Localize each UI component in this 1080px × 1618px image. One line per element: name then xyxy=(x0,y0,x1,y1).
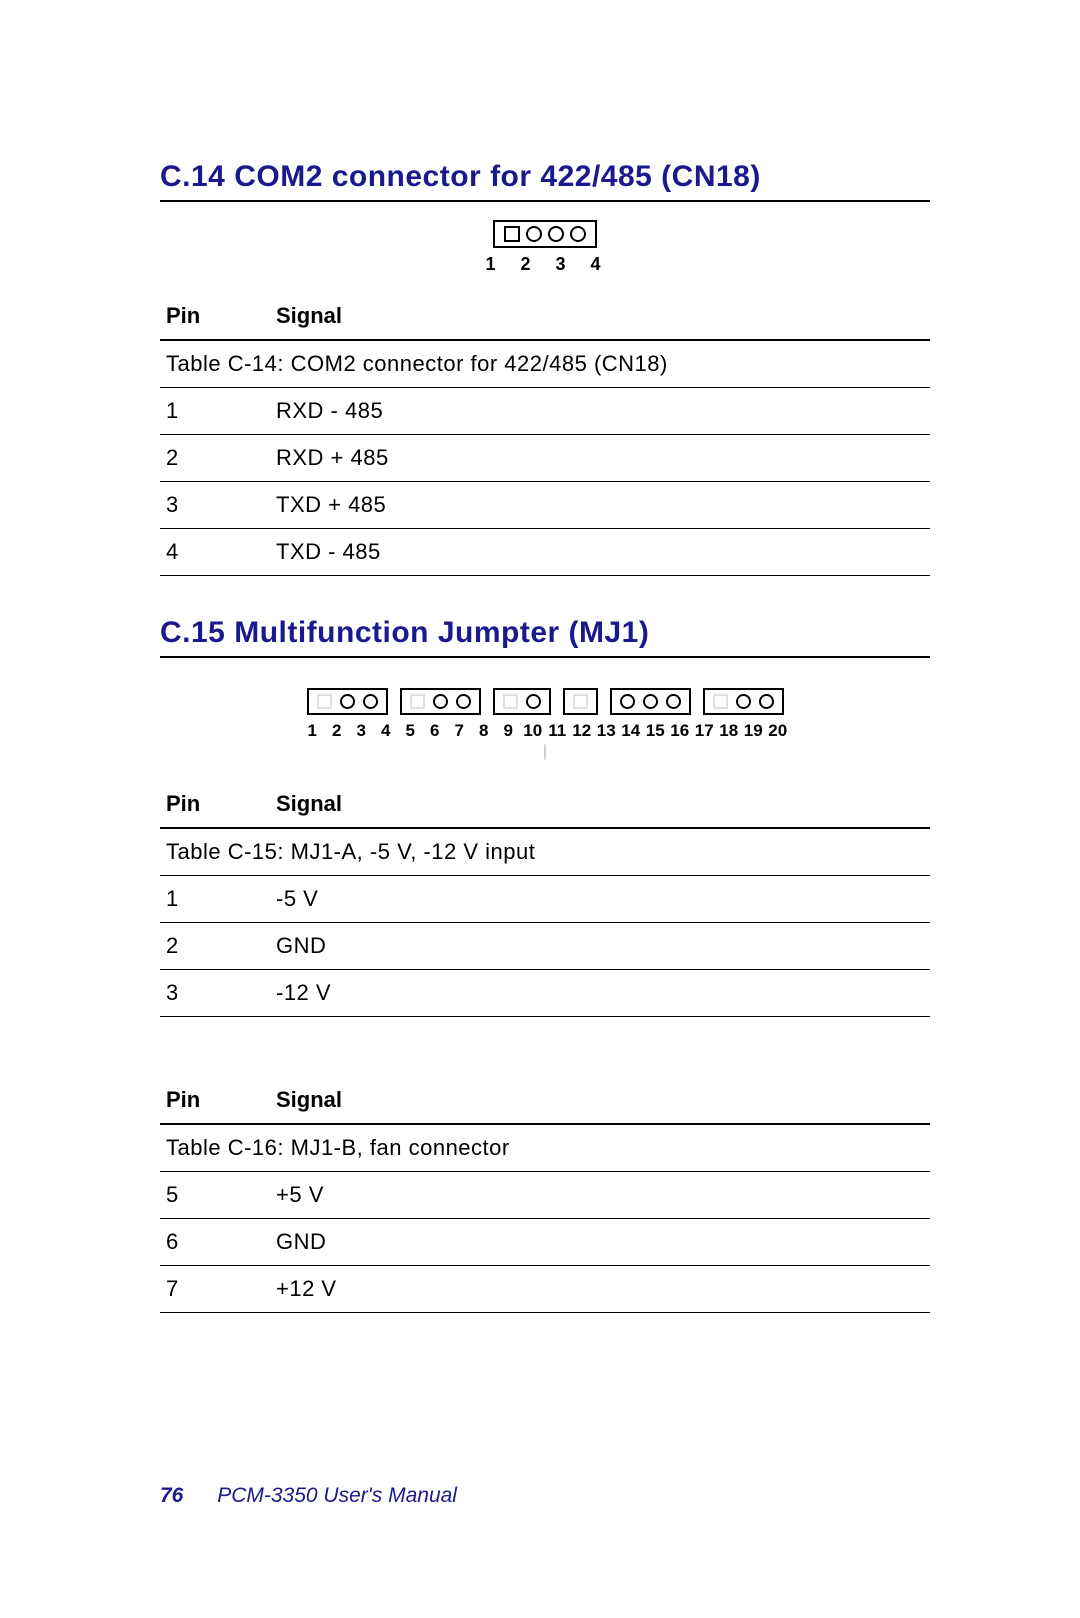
pin-square-icon xyxy=(410,694,425,709)
mj1-pin-label: 8 xyxy=(472,721,497,741)
mj1-pin-label: 14 xyxy=(619,721,644,741)
mj1-pin-label: 10 xyxy=(521,721,546,741)
mj1-pin-label: 11 xyxy=(545,721,570,741)
page-footer: 76 PCM-3350 User's Manual xyxy=(160,1484,457,1508)
doc-title: PCM-3350 User's Manual xyxy=(217,1484,457,1507)
table-row: 4TXD - 485 xyxy=(160,529,930,576)
cn18-connector-box xyxy=(493,220,597,248)
table-row: 3-12 V xyxy=(160,970,930,1017)
pin-circle-icon xyxy=(620,694,635,709)
cell-pin: 3 xyxy=(160,482,270,529)
cell-pin: 3 xyxy=(160,970,270,1017)
mj1-separator-mark: | xyxy=(160,743,930,761)
cell-pin: 2 xyxy=(160,923,270,970)
cell-signal: -5 V xyxy=(270,876,930,923)
table-c14-col-pin: Pin xyxy=(160,293,270,340)
cell-pin: 1 xyxy=(160,388,270,435)
pin-square-icon xyxy=(317,694,332,709)
mj1-group xyxy=(400,688,481,715)
pin-square-icon xyxy=(503,694,518,709)
pin-circle-icon xyxy=(548,226,564,242)
table-c15-col-pin: Pin xyxy=(160,781,270,828)
mj1-pin-label: 16 xyxy=(668,721,693,741)
mj1-pin-label: 13 xyxy=(594,721,619,741)
table-c16-caption: Table C-16: MJ1-B, fan connector xyxy=(160,1124,930,1172)
cell-signal: GND xyxy=(270,1219,930,1266)
mj1-group xyxy=(307,688,388,715)
cell-pin: 6 xyxy=(160,1219,270,1266)
table-c16-col-signal: Signal xyxy=(270,1077,930,1124)
mj1-strip-labels: 1234567891011121314151617181920 xyxy=(160,721,930,741)
pin-circle-icon xyxy=(340,694,355,709)
mj1-group xyxy=(563,688,598,715)
table-row: 6GND xyxy=(160,1219,930,1266)
mj1-group xyxy=(703,688,784,715)
cell-signal: +5 V xyxy=(270,1172,930,1219)
mj1-pin-label: 5 xyxy=(398,721,423,741)
cn18-connector-figure: 1 2 3 4 xyxy=(160,220,930,275)
section-c14-heading: C.14 COM2 connector for 422/485 (CN18) xyxy=(160,160,930,202)
mj1-group xyxy=(493,688,551,715)
cn18-pin-labels: 1 2 3 4 xyxy=(160,254,930,275)
pin-circle-icon xyxy=(363,694,378,709)
pin-square-icon xyxy=(573,694,588,709)
table-row: 2GND xyxy=(160,923,930,970)
section-c15-heading: C.15 Multifunction Jumpter (MJ1) xyxy=(160,616,930,658)
pin-circle-icon xyxy=(456,694,471,709)
mj1-group xyxy=(610,688,691,715)
mj1-pin-label: 17 xyxy=(692,721,717,741)
page-number: 76 xyxy=(160,1484,183,1507)
pin-circle-icon xyxy=(526,226,542,242)
mj1-pin-label: 20 xyxy=(766,721,791,741)
cell-pin: 5 xyxy=(160,1172,270,1219)
cell-signal: TXD - 485 xyxy=(270,529,930,576)
pin-circle-icon xyxy=(666,694,681,709)
table-c14-col-signal: Signal xyxy=(270,293,930,340)
table-row: 1RXD - 485 xyxy=(160,388,930,435)
mj1-pin-label: 7 xyxy=(447,721,472,741)
cell-pin: 4 xyxy=(160,529,270,576)
cell-pin: 7 xyxy=(160,1266,270,1313)
mj1-pin-label: 2 xyxy=(325,721,350,741)
cell-signal: -12 V xyxy=(270,970,930,1017)
table-row: 1-5 V xyxy=(160,876,930,923)
table-row: 7+12 V xyxy=(160,1266,930,1313)
pin-circle-icon xyxy=(643,694,658,709)
pin-square-icon xyxy=(504,226,520,242)
cell-signal: TXD + 485 xyxy=(270,482,930,529)
mj1-pin-label: 3 xyxy=(349,721,374,741)
mj1-strip-figure xyxy=(160,688,930,715)
table-c15: Table C-15: MJ1-A, -5 V, -12 V input Pin… xyxy=(160,781,930,1017)
table-row: 3TXD + 485 xyxy=(160,482,930,529)
pin-circle-icon xyxy=(433,694,448,709)
table-c16-col-pin: Pin xyxy=(160,1077,270,1124)
cell-signal: RXD + 485 xyxy=(270,435,930,482)
mj1-pin-label: 1 xyxy=(300,721,325,741)
pin-circle-icon xyxy=(736,694,751,709)
mj1-pin-label: 6 xyxy=(423,721,448,741)
pin-circle-icon xyxy=(526,694,541,709)
table-c15-caption: Table C-15: MJ1-A, -5 V, -12 V input xyxy=(160,828,930,876)
table-c16: Table C-16: MJ1-B, fan connector Pin Sig… xyxy=(160,1077,930,1313)
table-row: 2RXD + 485 xyxy=(160,435,930,482)
mj1-pin-label: 12 xyxy=(570,721,595,741)
mj1-pin-label: 15 xyxy=(643,721,668,741)
table-row: 5+5 V xyxy=(160,1172,930,1219)
cell-signal: GND xyxy=(270,923,930,970)
cell-pin: 1 xyxy=(160,876,270,923)
mj1-pin-label: 4 xyxy=(374,721,399,741)
mj1-pin-label: 9 xyxy=(496,721,521,741)
table-c14-caption: Table C-14: COM2 connector for 422/485 (… xyxy=(160,340,930,388)
cell-signal: RXD - 485 xyxy=(270,388,930,435)
table-c15-col-signal: Signal xyxy=(270,781,930,828)
cell-pin: 2 xyxy=(160,435,270,482)
mj1-pin-label: 19 xyxy=(741,721,766,741)
cell-signal: +12 V xyxy=(270,1266,930,1313)
mj1-pin-label: 18 xyxy=(717,721,742,741)
pin-circle-icon xyxy=(570,226,586,242)
pin-square-icon xyxy=(713,694,728,709)
table-c14: Table C-14: COM2 connector for 422/485 (… xyxy=(160,293,930,576)
pin-circle-icon xyxy=(759,694,774,709)
